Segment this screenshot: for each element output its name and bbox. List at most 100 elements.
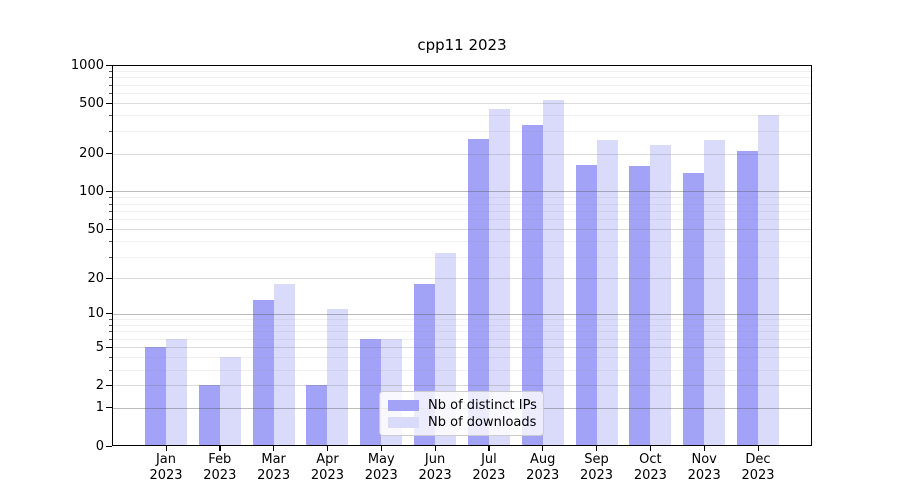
y-tick-label: 200 xyxy=(79,146,104,162)
bar-distinct-ips-sep xyxy=(575,165,597,446)
x-tick-label: Mar 2023 xyxy=(257,452,291,483)
y-minor-tick-mark xyxy=(108,197,112,199)
y-minor-tick-mark xyxy=(108,319,112,321)
y-tick-label: 1000 xyxy=(70,57,104,73)
y-tick-label: 50 xyxy=(87,221,104,237)
x-tick-mark xyxy=(542,446,544,451)
y-tick-label: 5 xyxy=(95,339,104,355)
y-tick-label: 2 xyxy=(95,377,104,393)
y-tick-mark xyxy=(106,228,112,230)
x-tick-mark xyxy=(649,446,652,451)
y-tick-mark xyxy=(106,277,112,279)
y-minor-tick-mark xyxy=(108,256,112,258)
x-tick-mark xyxy=(596,446,598,451)
y-tick-label: 100 xyxy=(79,183,104,199)
y-minor-tick-mark xyxy=(108,93,112,95)
y-tick-label: 20 xyxy=(87,270,104,286)
x-tick-label: Aug 2023 xyxy=(526,452,560,483)
x-tick-mark xyxy=(273,446,275,451)
x-tick-label: Feb 2023 xyxy=(203,452,237,483)
bar-distinct-ips-dec xyxy=(737,151,758,446)
bar-distinct-ips-may xyxy=(360,338,382,446)
y-tick-mark xyxy=(106,64,112,66)
y-minor-tick-mark xyxy=(108,210,112,212)
x-tick-label: Nov 2023 xyxy=(687,452,721,483)
bar-distinct-ips-jul xyxy=(467,139,489,446)
legend-label-downloads: Nb of downloads xyxy=(428,414,537,430)
x-tick-mark xyxy=(488,446,490,451)
bar-distinct-ips-aug xyxy=(521,125,543,446)
x-tick-label: Jul 2023 xyxy=(472,452,506,483)
y-tick-mark xyxy=(106,384,112,387)
y-minor-tick-mark xyxy=(108,324,112,326)
y-tick-mark xyxy=(106,313,112,315)
bar-downloads-mar xyxy=(273,283,295,446)
bar-downloads-aug xyxy=(542,99,564,446)
x-tick-label: Apr 2023 xyxy=(310,452,344,483)
bar-downloads-apr xyxy=(327,308,349,446)
x-tick-label: Jun 2023 xyxy=(418,452,452,483)
y-minor-tick-mark xyxy=(108,203,112,205)
legend-label-distinct-ips: Nb of distinct IPs xyxy=(428,397,537,413)
y-minor-tick-mark xyxy=(108,357,112,359)
chart-title: cpp11 2023 xyxy=(417,36,507,54)
y-tick-mark xyxy=(106,190,112,193)
x-tick-label: Sep 2023 xyxy=(579,452,614,483)
y-tick-mark xyxy=(106,346,112,348)
y-tick-label: 10 xyxy=(87,306,104,322)
x-tick-label: Oct 2023 xyxy=(633,452,667,483)
bar-downloads-jul xyxy=(488,108,510,446)
y-minor-tick-mark xyxy=(108,241,112,243)
x-tick-mark xyxy=(757,446,759,451)
y-tick-mark xyxy=(106,153,112,155)
bar-downloads-sep xyxy=(596,140,618,446)
gridline-major xyxy=(112,65,812,66)
y-minor-tick-mark xyxy=(108,77,112,79)
y-minor-tick-mark xyxy=(108,70,112,72)
y-minor-tick-mark xyxy=(108,219,112,221)
y-minor-tick-mark xyxy=(108,331,112,333)
legend: Nb of distinct IPs Nb of downloads xyxy=(379,391,544,436)
y-tick-mark xyxy=(106,407,112,409)
bar-downloads-nov xyxy=(704,139,726,446)
x-tick-mark xyxy=(165,446,167,451)
gridline-minor xyxy=(112,84,812,86)
x-tick-label: May 2023 xyxy=(364,452,398,483)
gridline-major xyxy=(112,103,812,105)
y-minor-tick-mark xyxy=(108,338,112,340)
legend-item-downloads: Nb of downloads xyxy=(388,414,537,430)
bar-downloads-oct xyxy=(650,145,672,446)
bar-distinct-ips-nov xyxy=(683,173,705,446)
legend-swatch-downloads xyxy=(388,416,419,428)
x-tick-label: Jan 2023 xyxy=(149,452,183,483)
x-tick-mark xyxy=(380,446,382,451)
bar-distinct-ips-oct xyxy=(629,166,651,446)
y-tick-mark xyxy=(106,102,112,104)
x-tick-mark xyxy=(219,446,221,451)
y-tick-label: 0 xyxy=(95,438,104,454)
gridline-minor xyxy=(112,70,812,72)
x-tick-label: Dec 2023 xyxy=(741,452,775,483)
y-tick-mark xyxy=(106,445,112,447)
bar-distinct-ips-jan xyxy=(145,347,166,446)
gridline-minor xyxy=(112,115,812,117)
x-tick-mark xyxy=(434,446,436,451)
x-tick-mark xyxy=(703,446,705,451)
y-minor-tick-mark xyxy=(108,84,112,86)
y-minor-tick-mark xyxy=(108,115,112,117)
bar-distinct-ips-feb xyxy=(198,385,220,446)
legend-item-distinct-ips: Nb of distinct IPs xyxy=(388,397,537,413)
gridline-minor xyxy=(112,77,812,79)
bar-downloads-feb xyxy=(219,357,241,446)
y-minor-tick-mark xyxy=(108,369,112,371)
bar-downloads-jan xyxy=(166,338,187,446)
gridline-minor xyxy=(112,131,812,133)
gridline-minor xyxy=(112,93,812,95)
y-tick-label: 500 xyxy=(79,95,104,111)
bar-distinct-ips-apr xyxy=(306,385,328,446)
bar-downloads-dec xyxy=(758,115,779,446)
x-tick-mark xyxy=(326,446,329,451)
y-minor-tick-mark xyxy=(108,131,112,133)
y-tick-label: 1 xyxy=(95,400,104,416)
